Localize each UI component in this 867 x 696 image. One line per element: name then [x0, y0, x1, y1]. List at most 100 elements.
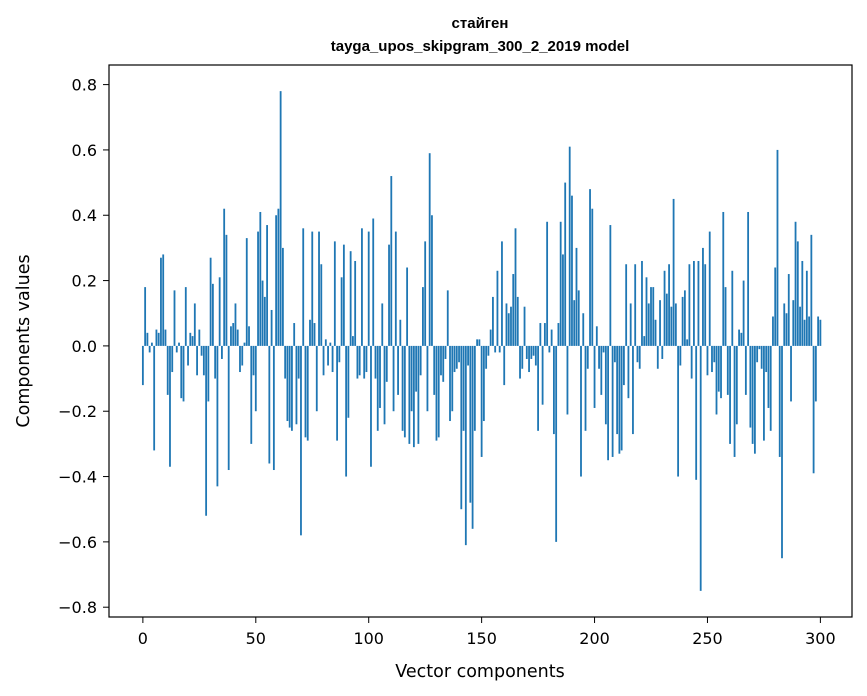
bar-235 [672, 198, 675, 346]
bar-154 [489, 329, 492, 346]
bar-18 [182, 345, 185, 402]
bar-73 [306, 345, 309, 441]
bar-214 [625, 264, 628, 346]
bar-78 [318, 231, 320, 346]
bar-166 [516, 296, 519, 346]
bar-222 [643, 336, 646, 346]
y-axis: −0.8 −0.6 −0.4 −0.2 0.0 0.2 0.4 0.6 0.8 [58, 76, 109, 617]
bar-17 [180, 345, 183, 399]
bar-163 [510, 306, 512, 346]
bar-260 [729, 345, 731, 444]
bar-24 [196, 345, 198, 376]
bar-80 [322, 345, 325, 376]
bar-140 [458, 345, 460, 363]
bar-239 [681, 296, 684, 346]
bar-172 [530, 345, 533, 359]
bar-90 [345, 345, 348, 477]
bar-34 [218, 277, 221, 346]
bar-96 [358, 345, 361, 376]
bar-246 [697, 260, 700, 346]
bar-91 [347, 345, 350, 418]
bar-233 [668, 264, 670, 346]
bar-127 [428, 153, 431, 346]
bar-247 [699, 345, 702, 591]
bar-296 [810, 234, 813, 346]
bar-16 [178, 342, 180, 346]
bar-153 [487, 345, 490, 356]
bar-191 [573, 300, 576, 346]
bar-227 [654, 319, 657, 346]
bar-234 [670, 306, 673, 346]
bar-276 [765, 345, 768, 373]
bar-188 [566, 345, 569, 415]
bar-107 [383, 345, 386, 425]
bar-225 [650, 287, 652, 346]
bar-231 [663, 270, 666, 346]
bar-8 [160, 257, 162, 346]
bar-11 [166, 345, 169, 395]
x-tick-label: 0 [138, 629, 148, 648]
bar-108 [385, 345, 388, 382]
bar-103 [374, 345, 377, 379]
bar-292 [801, 260, 804, 346]
bar-20 [187, 345, 189, 366]
bar-147 [473, 345, 476, 431]
bar-48 [250, 345, 253, 444]
bar-160 [503, 345, 506, 386]
bar-133 [442, 345, 445, 382]
bar-92 [349, 251, 352, 346]
bar-102 [372, 218, 375, 346]
bar-121 [415, 345, 418, 392]
bar-66 [291, 345, 293, 431]
bar-28 [205, 345, 208, 516]
bar-263 [735, 345, 738, 425]
bar-257 [722, 211, 725, 346]
bar-111 [392, 345, 395, 412]
bar-254 [715, 345, 718, 415]
y-axis-label: Components values [14, 254, 34, 427]
bar-86 [336, 345, 338, 441]
bar-169 [523, 306, 526, 346]
bar-275 [763, 345, 765, 441]
bar-250 [706, 345, 709, 376]
bar-112 [394, 231, 397, 346]
bar-155 [492, 296, 494, 346]
bar-65 [288, 345, 291, 428]
bar-272 [756, 345, 759, 363]
bar-5 [153, 345, 156, 451]
bar-158 [498, 345, 501, 353]
bar-72 [304, 345, 307, 438]
bar-205 [604, 345, 607, 425]
bar-106 [381, 303, 384, 346]
bar-135 [446, 290, 449, 346]
bar-255 [717, 345, 720, 392]
bar-134 [444, 345, 447, 359]
bar-69 [297, 345, 300, 379]
bar-41 [234, 303, 237, 346]
bar-261 [731, 270, 734, 346]
bar-286 [787, 274, 790, 346]
bar-148 [476, 339, 479, 346]
bar-57 [270, 309, 273, 346]
bar-218 [634, 264, 637, 346]
bar-290 [796, 241, 799, 346]
bar-137 [451, 345, 454, 412]
bar-26 [200, 345, 203, 356]
bar-194 [580, 345, 582, 477]
bar-141 [460, 345, 463, 510]
bar-170 [525, 345, 528, 359]
bar-251 [708, 231, 711, 346]
y-tick-label: −0.6 [58, 533, 97, 552]
bar-281 [776, 149, 779, 346]
bar-253 [713, 345, 716, 363]
bar-109 [388, 244, 390, 346]
bar-277 [767, 345, 770, 408]
bar-75 [311, 231, 314, 346]
bar-221 [641, 260, 643, 346]
bar-74 [309, 319, 311, 346]
bar-100 [367, 231, 370, 346]
bar-244 [693, 260, 695, 346]
bar-240 [683, 290, 686, 346]
bar-94 [354, 260, 357, 346]
